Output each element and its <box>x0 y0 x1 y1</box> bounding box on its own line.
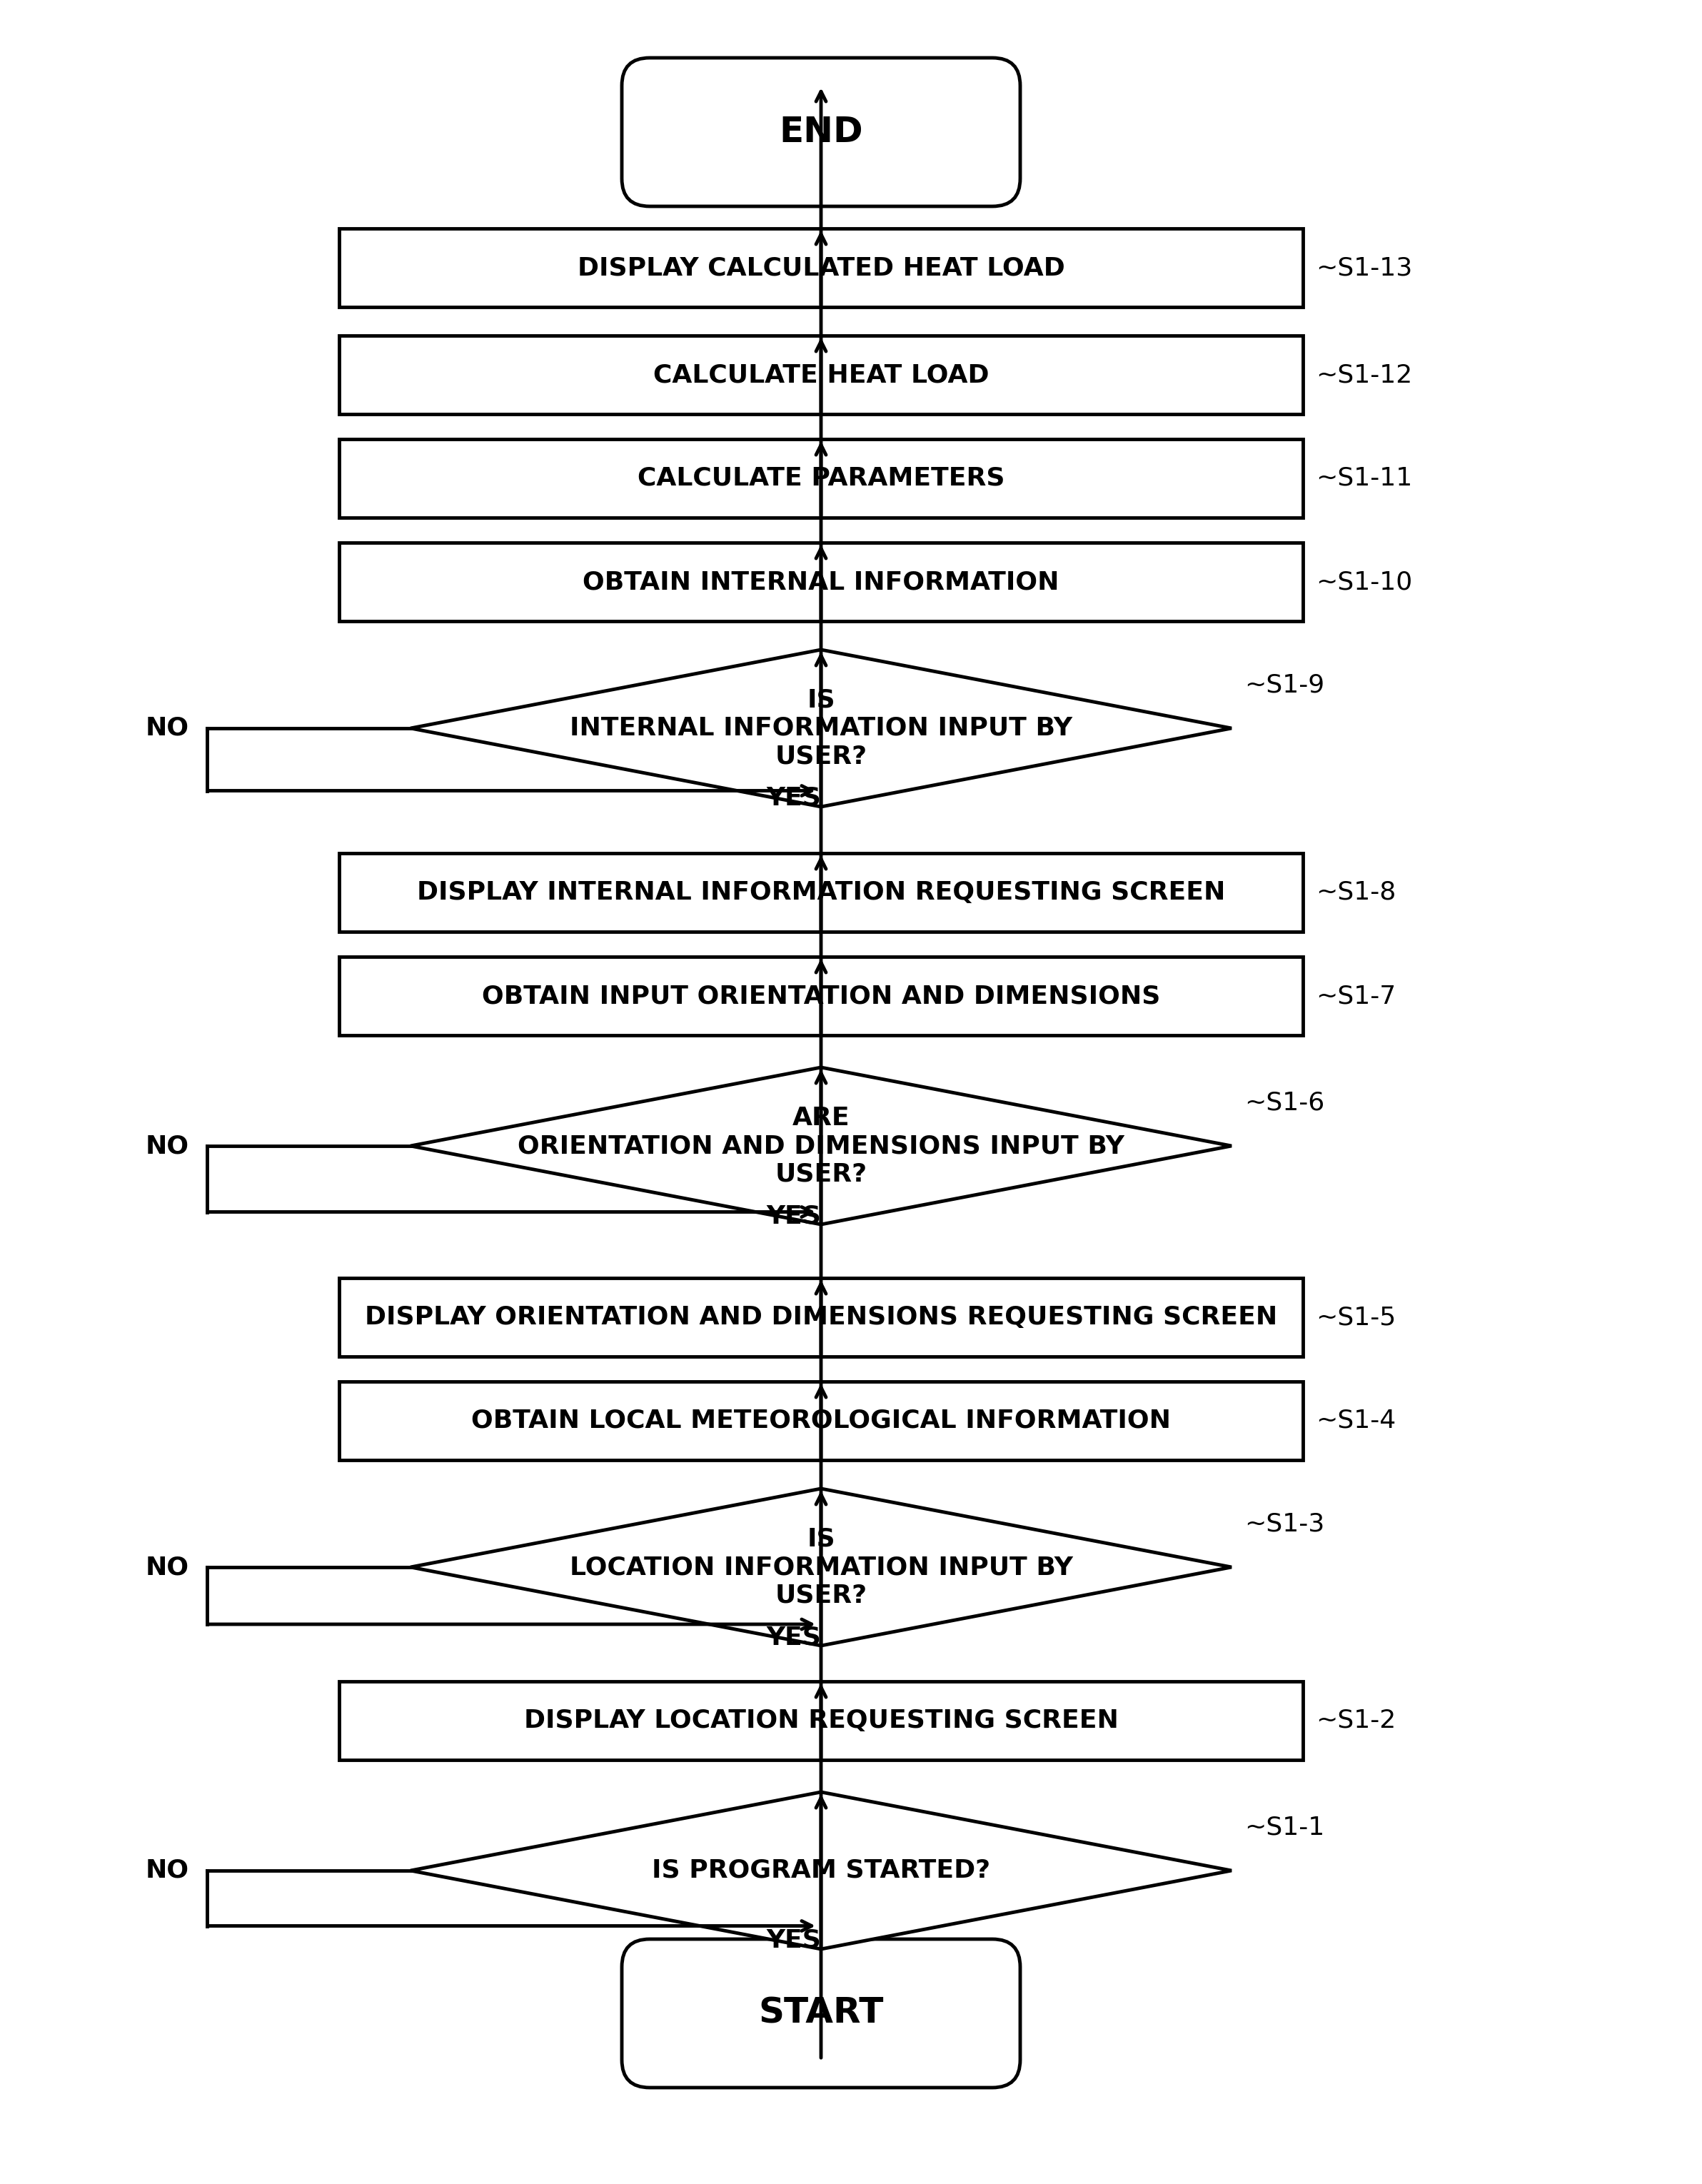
Text: ~S1-12: ~S1-12 <box>1316 363 1413 387</box>
Text: YES: YES <box>766 1625 822 1649</box>
Polygon shape <box>410 1068 1232 1225</box>
Text: ~S1-6: ~S1-6 <box>1244 1090 1324 1114</box>
Text: IS PROGRAM STARTED?: IS PROGRAM STARTED? <box>652 1859 991 1883</box>
Bar <box>339 854 1304 933</box>
Bar <box>339 1278 1304 1356</box>
Text: NO: NO <box>146 1133 189 1158</box>
Text: ~S1-5: ~S1-5 <box>1316 1306 1396 1330</box>
Text: NO: NO <box>146 1555 189 1579</box>
Text: ~S1-7: ~S1-7 <box>1316 983 1396 1009</box>
Text: ~S1-10: ~S1-10 <box>1316 570 1413 594</box>
Bar <box>339 439 1304 518</box>
Text: YES: YES <box>766 786 822 810</box>
Text: ~S1-8: ~S1-8 <box>1316 880 1396 904</box>
Text: START: START <box>759 1996 883 2031</box>
Polygon shape <box>410 1793 1232 1948</box>
Text: ~S1-11: ~S1-11 <box>1316 465 1413 491</box>
Text: DISPLAY INTERNAL INFORMATION REQUESTING SCREEN: DISPLAY INTERNAL INFORMATION REQUESTING … <box>417 880 1225 904</box>
Text: IS
INTERNAL INFORMATION INPUT BY
USER?: IS INTERNAL INFORMATION INPUT BY USER? <box>570 688 1072 769</box>
Bar <box>339 336 1304 415</box>
Text: ~S1-3: ~S1-3 <box>1244 1511 1324 1535</box>
Text: YES: YES <box>766 1928 822 1952</box>
Text: ~S1-2: ~S1-2 <box>1316 1708 1396 1732</box>
Text: ~S1-4: ~S1-4 <box>1316 1409 1396 1433</box>
Bar <box>339 229 1304 308</box>
Text: DISPLAY CALCULATED HEAT LOAD: DISPLAY CALCULATED HEAT LOAD <box>577 256 1065 280</box>
Text: OBTAIN INPUT ORIENTATION AND DIMENSIONS: OBTAIN INPUT ORIENTATION AND DIMENSIONS <box>482 983 1161 1009</box>
Bar <box>339 1382 1304 1461</box>
Text: ~S1-1: ~S1-1 <box>1244 1815 1324 1839</box>
FancyBboxPatch shape <box>621 57 1019 205</box>
Bar <box>339 542 1304 620</box>
Text: NO: NO <box>146 1859 189 1883</box>
Text: ~S1-13: ~S1-13 <box>1316 256 1413 280</box>
Text: YES: YES <box>766 1203 822 1227</box>
Text: NO: NO <box>146 716 189 740</box>
FancyBboxPatch shape <box>621 1939 1019 2088</box>
Text: CALCULATE HEAT LOAD: CALCULATE HEAT LOAD <box>654 363 989 387</box>
Polygon shape <box>410 649 1232 806</box>
Text: END: END <box>780 116 863 149</box>
Text: IS
LOCATION INFORMATION INPUT BY
USER?: IS LOCATION INFORMATION INPUT BY USER? <box>570 1527 1072 1607</box>
Bar <box>339 1682 1304 1760</box>
Text: OBTAIN LOCAL METEOROLOGICAL INFORMATION: OBTAIN LOCAL METEOROLOGICAL INFORMATION <box>471 1409 1171 1433</box>
Text: FIG.2: FIG.2 <box>749 55 894 103</box>
Text: DISPLAY ORIENTATION AND DIMENSIONS REQUESTING SCREEN: DISPLAY ORIENTATION AND DIMENSIONS REQUE… <box>364 1306 1276 1330</box>
Text: ~S1-9: ~S1-9 <box>1244 673 1324 697</box>
Text: CALCULATE PARAMETERS: CALCULATE PARAMETERS <box>637 465 1004 491</box>
Polygon shape <box>410 1489 1232 1647</box>
Bar <box>339 957 1304 1035</box>
Text: OBTAIN INTERNAL INFORMATION: OBTAIN INTERNAL INFORMATION <box>582 570 1059 594</box>
Text: DISPLAY LOCATION REQUESTING SCREEN: DISPLAY LOCATION REQUESTING SCREEN <box>524 1708 1118 1732</box>
Text: ARE
ORIENTATION AND DIMENSIONS INPUT BY
USER?: ARE ORIENTATION AND DIMENSIONS INPUT BY … <box>517 1105 1125 1186</box>
